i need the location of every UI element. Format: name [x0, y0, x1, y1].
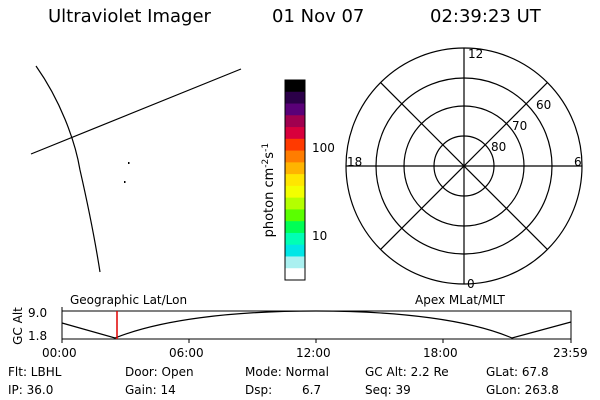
- polar-plot: [345, 47, 583, 285]
- polar-label-6: 6: [574, 155, 582, 169]
- polar-label-0: 0: [467, 277, 475, 291]
- colorbar-band: [285, 150, 305, 163]
- time-tick-label: 00:00: [42, 346, 77, 360]
- colorbar-band: [285, 221, 305, 234]
- colorbar-band: [285, 256, 305, 269]
- colorbar-band: [285, 209, 305, 222]
- info-dsp-value: 6.7: [302, 383, 322, 397]
- geographic-map: [30, 65, 242, 273]
- apex-label: Apex MLat/MLT: [415, 293, 505, 307]
- colorbar-band: [285, 197, 305, 210]
- time-tick-label: 23:59: [553, 346, 588, 360]
- time-tick-label: 18:00: [423, 346, 458, 360]
- polar-ring-label-70: 70: [512, 119, 528, 133]
- colorbar-frame: [284, 79, 306, 281]
- colorbar-band: [285, 244, 305, 257]
- colorbar-band: [285, 268, 305, 281]
- colorbar-band: [285, 174, 305, 187]
- polar-ring-label-80: 80: [491, 140, 507, 154]
- info-door: Door: Open: [125, 365, 194, 379]
- map-line-lon: [35, 65, 101, 273]
- y-axis-bottom: 1.8: [28, 329, 48, 343]
- info-seq: Seq: 39: [365, 383, 411, 397]
- altitude-curve: [61, 310, 572, 339]
- colorbar-band: [285, 162, 305, 175]
- colorbar-band: [285, 91, 305, 105]
- colorbar-band: [285, 127, 305, 140]
- colorbar-band: [285, 138, 305, 152]
- info-glon: GLon: 263.8: [486, 383, 559, 397]
- timeline-plot: [61, 307, 572, 343]
- colorbar-unit-label: photon cm-2s-1: [260, 142, 278, 238]
- map-dot: [124, 181, 126, 183]
- colorbar-band: [285, 103, 305, 116]
- polar-label-18: 18: [347, 155, 363, 169]
- time-tick-label: 06:00: [169, 346, 204, 360]
- colorbar: [285, 80, 305, 281]
- colorbar-band: [285, 80, 305, 93]
- info-ip: IP: 36.0: [8, 383, 54, 397]
- info-mode: Mode: Normal: [245, 365, 329, 379]
- timeline-frame: [61, 310, 572, 340]
- colorbar-band: [285, 115, 305, 128]
- time-tick-label: 12:00: [296, 346, 331, 360]
- info-gain: Gain: 14: [125, 383, 176, 397]
- info-dsp-label: Dsp:: [245, 383, 273, 397]
- date-label: 01 Nov 07: [272, 6, 365, 27]
- polar-diagonal: [380, 82, 548, 250]
- app-title: Ultraviolet Imager: [48, 6, 211, 27]
- colorbar-tick-10: 10: [312, 229, 328, 243]
- info-flt: Flt: LBHL: [8, 365, 62, 379]
- polar-label-12: 12: [468, 47, 484, 61]
- gc-alt-axis-label: GC Alt: [11, 307, 25, 345]
- colorbar-tick-100: 100: [312, 141, 335, 155]
- y-axis-top: 9.0: [28, 306, 48, 320]
- colorbar-band: [285, 232, 305, 246]
- info-gc-alt: GC Alt: 2.2 Re: [365, 365, 449, 379]
- polar-ring-label-60: 60: [536, 98, 552, 112]
- colorbar-band: [285, 185, 305, 199]
- map-dot: [128, 162, 130, 164]
- time-label: 02:39:23 UT: [430, 6, 541, 27]
- info-glat: GLat: 67.8: [486, 365, 549, 379]
- map-line-lat: [30, 68, 242, 155]
- geographic-label: Geographic Lat/Lon: [70, 293, 188, 307]
